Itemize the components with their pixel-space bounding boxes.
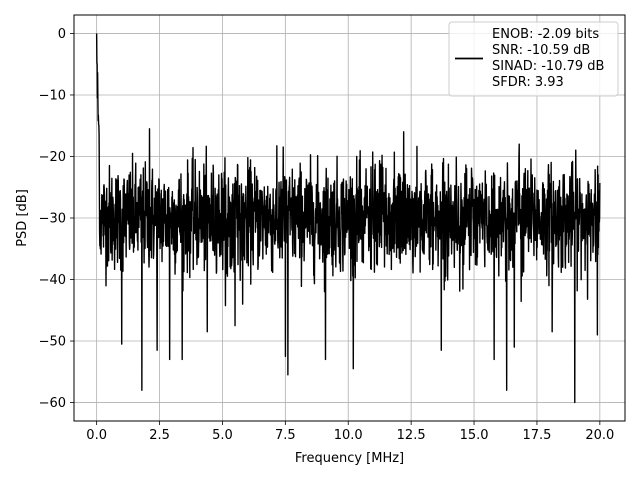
x-tick-label: 2.5 bbox=[149, 428, 170, 443]
x-axis-label: Frequency [MHz] bbox=[295, 451, 404, 466]
y-tick-label: −20 bbox=[39, 150, 66, 165]
y-tick-label: −30 bbox=[39, 212, 66, 227]
x-axis-ticks: 0.0 2.5 5.0 7.5 10.0 12.5 15.0 17.5 20.0 bbox=[86, 421, 614, 443]
legend-entry-enob: ENOB: -2.09 bits bbox=[492, 27, 599, 42]
psd-series-line bbox=[95, 33, 601, 404]
x-tick-label: 7.5 bbox=[275, 428, 296, 443]
x-tick-label: 5.0 bbox=[212, 428, 233, 443]
x-tick-label: 0.0 bbox=[86, 428, 107, 443]
legend-entry-snr: SNR: -10.59 dB bbox=[492, 43, 590, 58]
x-tick-label: 10.0 bbox=[334, 428, 363, 443]
x-tick-label: 20.0 bbox=[585, 428, 614, 443]
legend-box bbox=[448, 21, 619, 97]
legend: ENOB: -2.09 bits SNR: -10.59 dB SINAD: -… bbox=[448, 21, 619, 97]
y-tick-label: −10 bbox=[39, 88, 66, 103]
x-tick-label: 17.5 bbox=[522, 428, 551, 443]
y-tick-label: 0 bbox=[58, 27, 66, 42]
series-layer bbox=[95, 33, 601, 404]
y-axis-label: PSD [dB] bbox=[15, 189, 30, 247]
y-tick-label: −50 bbox=[39, 335, 66, 350]
legend-entry-sfdr: SFDR: 3.93 bbox=[492, 75, 564, 90]
y-tick-label: −40 bbox=[39, 273, 66, 288]
x-tick-label: 15.0 bbox=[460, 428, 489, 443]
legend-entry-sinad: SINAD: -10.79 dB bbox=[492, 59, 604, 74]
y-axis-ticks: 0 −10 −20 −30 −40 −50 −60 bbox=[39, 27, 74, 411]
y-tick-label: −60 bbox=[39, 396, 66, 411]
x-tick-label: 12.5 bbox=[397, 428, 426, 443]
